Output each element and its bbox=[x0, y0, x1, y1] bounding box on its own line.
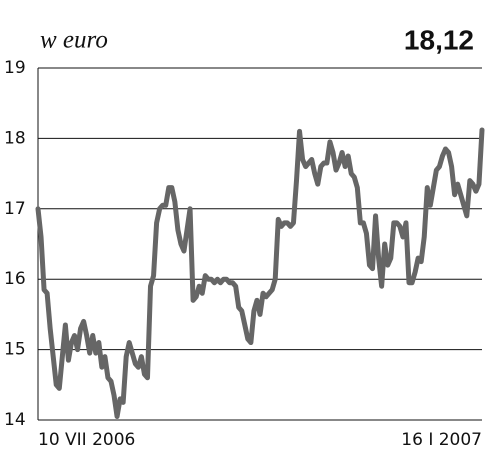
x-tick-label: 16 I 2007 bbox=[401, 430, 482, 450]
y-tick-label: 19 bbox=[4, 58, 26, 78]
y-tick-label: 17 bbox=[4, 199, 26, 219]
last-value: 18,12 bbox=[404, 24, 474, 55]
y-tick-label: 15 bbox=[4, 340, 26, 360]
y-tick-label: 16 bbox=[4, 269, 26, 289]
chart-title: w euro bbox=[40, 27, 108, 54]
x-tick-label: 10 VII 2006 bbox=[38, 430, 135, 450]
price-line bbox=[35, 127, 485, 419]
y-tick-label: 14 bbox=[4, 410, 26, 430]
y-tick-label: 18 bbox=[4, 128, 26, 148]
